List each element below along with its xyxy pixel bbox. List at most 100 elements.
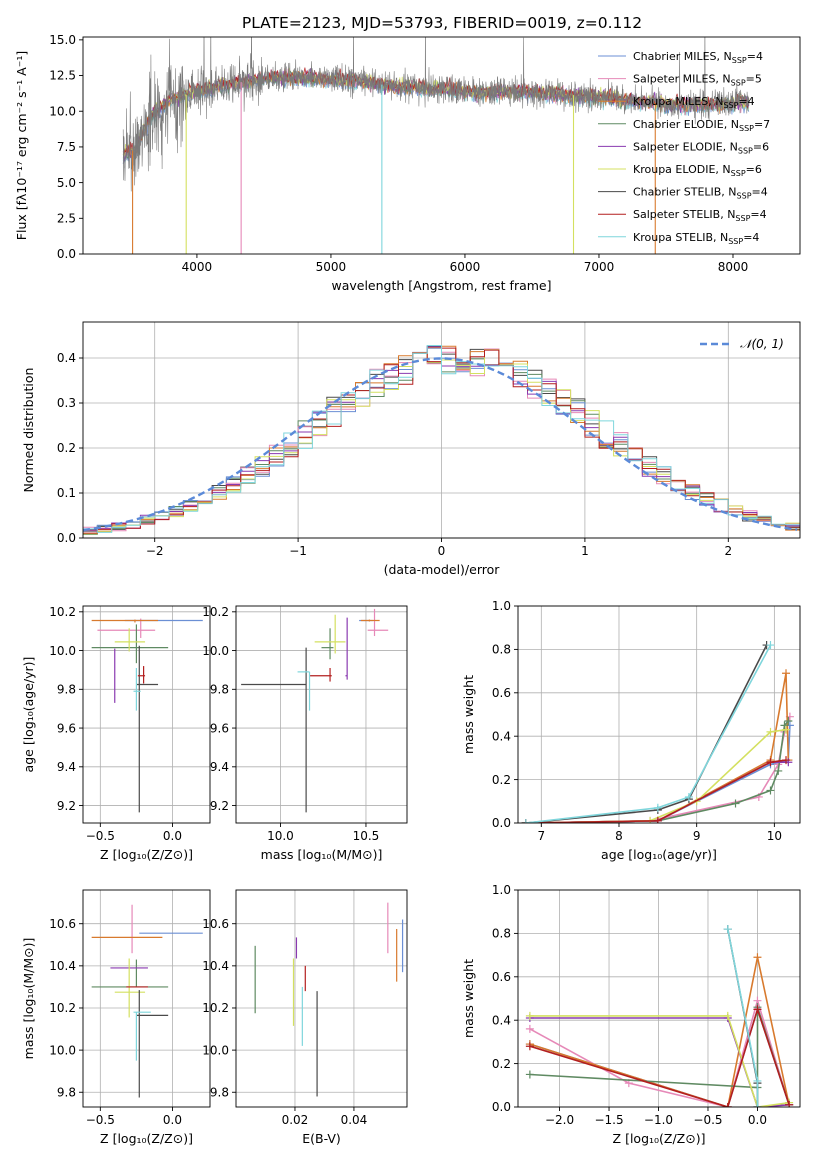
x-tick-label: −0.5 (693, 1113, 722, 1127)
y-tick-label: 9.8 (210, 1085, 229, 1099)
y-tick-label: 10.2 (202, 605, 229, 619)
x-tick-label: 0.04 (341, 1113, 368, 1127)
y-tick-label: 12.5 (49, 69, 76, 83)
mass-weight-marker (653, 803, 662, 812)
mass-weight-marker (753, 1103, 762, 1107)
age-vs-mass-panel: 10.0 10.5 9.2 9.4 9.6 9.8 10.0 10.2 mass [log₁₀(… (202, 605, 408, 862)
y-tick-label: 9.8 (57, 1085, 76, 1099)
axes-frame (82, 36, 801, 255)
legend-entry: Chabrier ELODIE, NSSP=7 (633, 118, 770, 133)
x-axis-label: mass [log₁₀(M/M⊙)] (261, 847, 383, 862)
mass-weight-series-5 (529, 1015, 790, 1107)
errorbar-point (133, 668, 141, 711)
normal-reference-curve (83, 357, 798, 532)
x-tick-label: 6000 (450, 260, 481, 274)
x-tick-label: 8000 (718, 260, 749, 274)
errorbar-point (309, 668, 332, 682)
y-tick-label: 0.4 (57, 351, 76, 365)
errorbar-point (321, 628, 334, 660)
errorbar-point (297, 671, 311, 711)
errorbar-point (91, 959, 169, 988)
y-tick-label: 0.1 (57, 486, 76, 500)
y-tick-label: 0.2 (492, 773, 511, 787)
y-tick-label: 9.2 (57, 799, 76, 813)
y-tick-label: 10.0 (49, 644, 76, 658)
mass-weight-marker (753, 1005, 762, 1014)
y-tick-label: 0.4 (492, 1013, 511, 1027)
axes-frame (82, 889, 211, 1108)
mass-weight-marker (753, 953, 762, 962)
x-axis-label: Z [log₁₀(Z/Z⊙)] (613, 1131, 706, 1146)
y-tick-label: 9.4 (210, 760, 229, 774)
mass-weight-marker (653, 816, 662, 823)
errorbar-point (136, 645, 159, 813)
mass-weight-series-7 (525, 759, 787, 823)
mass-weight-marker (785, 1100, 794, 1107)
histogram-area (83, 345, 800, 535)
y-tick-label: 5.0 (57, 176, 76, 190)
figure-title: PLATE=2123, MJD=53793, FIBERID=0019, z=0… (242, 14, 642, 32)
y-tick-label: 15.0 (49, 33, 76, 47)
mass-weight-marker (766, 641, 775, 650)
spectrum-plot-area (122, 37, 750, 254)
y-tick-label: 0.0 (492, 1100, 511, 1114)
x-tick-label: −0.5 (86, 1113, 115, 1127)
x-tick-label: −1.5 (594, 1113, 623, 1127)
y-tick-label: 10.0 (49, 1043, 76, 1057)
x-axis-label: E(B-V) (302, 1131, 341, 1146)
errorbar-area (241, 608, 389, 813)
y-tick-label: 10.4 (49, 959, 76, 973)
mass-weight-marker (525, 1024, 534, 1033)
x-tick-label: 4000 (182, 260, 213, 274)
y-tick-label: 0.6 (492, 686, 511, 700)
axes-frame (517, 605, 801, 824)
y-tick-label: 0.2 (492, 1057, 511, 1071)
mass-weight-marker (525, 1070, 534, 1079)
y-tick-label: 9.8 (57, 683, 76, 697)
y-tick-label: 0.4 (492, 729, 511, 743)
y-tick-label: 9.2 (210, 799, 229, 813)
y-tick-label: 0.6 (492, 970, 511, 984)
axes-frame (517, 889, 801, 1108)
y-tick-label: 0.0 (57, 247, 76, 261)
x-axis-label: wavelength [Angstrom, rest frame] (331, 278, 551, 293)
mass-weight-series-7 (529, 1006, 790, 1107)
x-tick-label: −1 (289, 544, 307, 558)
mass-weight-marker (774, 766, 783, 775)
y-axis-label: Flux [fλ10⁻¹⁷ erg cm⁻² s⁻¹ A⁻¹] (14, 51, 29, 240)
mass-weight-marker (766, 727, 775, 736)
mass-weight-series-2 (529, 957, 790, 1107)
y-tick-label: 2.5 (57, 212, 76, 226)
x-tick-label: 0.0 (748, 1113, 767, 1127)
observed-spectrum (122, 37, 750, 192)
axes-frame (235, 605, 408, 824)
x-tick-label: 0.0 (163, 829, 182, 843)
x-tick-label: 8 (615, 829, 623, 843)
x-tick-label: 0.02 (282, 1113, 309, 1127)
spectrum-panel: 4000 5000 6000 7000 8000 0.0 2.5 5.0 7.5 10.0 12.5… (14, 33, 801, 293)
x-tick-label: 10.5 (353, 829, 380, 843)
errorbar-point (367, 608, 389, 637)
y-tick-label: 0.2 (57, 441, 76, 455)
x-tick-label: 10.0 (267, 829, 294, 843)
mass-weight-marker (731, 799, 740, 808)
errorbar-point (345, 617, 348, 680)
errorbar-point (360, 619, 380, 622)
legend-entry: Salpeter STELIB, NSSP=4 (633, 208, 767, 223)
legend-entry: Kroupa ELODIE, NSSP=6 (633, 163, 762, 178)
errorbar-point (136, 990, 169, 1098)
errorbar-point (114, 628, 146, 652)
y-tick-label: 0.0 (492, 816, 511, 830)
y-tick-label: 0.8 (492, 643, 511, 657)
x-tick-label: 10 (767, 829, 782, 843)
x-tick-label: 0.0 (163, 1113, 182, 1127)
line-area (525, 925, 794, 1107)
age-vs-metallicity-panel: −0.5 0.0 9.2 9.4 9.6 9.8 10.0 10.2 Z [log₁₀(Z/Z⊙… (21, 605, 211, 862)
x-tick-label: 7 (537, 829, 545, 843)
legend-entry: Kroupa STELIB, NSSP=4 (633, 231, 759, 246)
y-tick-label: 9.6 (57, 721, 76, 735)
residuals-panel: −2 −1 0 1 2 0.0 0.1 0.2 0.3 0.4 (data-model)/error… (21, 321, 801, 577)
mass-weight-marker (780, 721, 789, 730)
y-tick-label: 10.6 (49, 917, 76, 931)
errorbar-area (254, 902, 404, 1097)
